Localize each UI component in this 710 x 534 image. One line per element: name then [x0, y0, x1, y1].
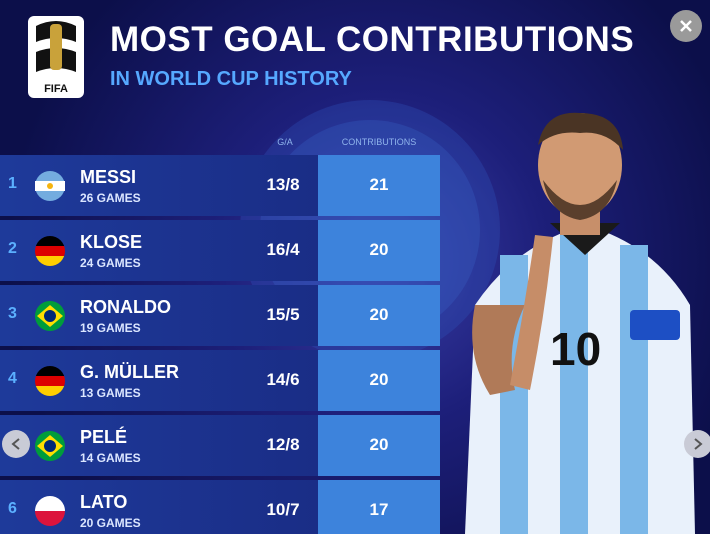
- flag: [35, 171, 65, 201]
- table-row: 2 KLOSE 24 GAMES 16/4 20: [0, 220, 440, 281]
- player-name: RONALDO: [80, 297, 171, 317]
- player-name: G. MÜLLER: [80, 362, 179, 382]
- contribution-cell: [318, 350, 440, 411]
- games: 14 GAMES: [80, 451, 141, 465]
- player-name: LATO: [80, 492, 128, 512]
- goals-assists: 15/5: [266, 305, 300, 324]
- next-button[interactable]: [684, 430, 710, 458]
- player-name: MESSI: [80, 167, 137, 187]
- flag: [35, 366, 65, 396]
- table-row: 3 RONALDO 19 GAMES 15/5 20: [0, 285, 440, 346]
- flag: [35, 431, 65, 461]
- contributions: 20: [369, 370, 389, 389]
- close-icon: [680, 20, 692, 32]
- contribution-cell: [318, 480, 440, 534]
- rank: 6: [8, 500, 17, 517]
- rank: 1: [8, 175, 17, 192]
- logo-graphic: [36, 21, 76, 72]
- games: 19 GAMES: [80, 321, 141, 335]
- games: 26 GAMES: [80, 191, 141, 205]
- goals-assists: 10/7: [266, 500, 300, 519]
- contributions: 21: [369, 175, 389, 194]
- contribution-cell: [318, 285, 440, 346]
- logo: FIFA: [28, 16, 84, 98]
- goals-assists: 12/8: [266, 435, 300, 454]
- rank: 2: [8, 240, 17, 257]
- games: 24 GAMES: [80, 256, 141, 270]
- rank: 4: [8, 370, 17, 387]
- flag: [35, 236, 65, 266]
- logo-text: FIFA: [44, 83, 68, 95]
- chevron-left: [11, 438, 20, 450]
- contribution-cell: [318, 415, 440, 476]
- games: 20 GAMES: [80, 516, 141, 530]
- contributions: 20: [369, 240, 389, 259]
- subtitle: IN WORLD CUP HISTORY: [110, 68, 352, 90]
- table-row: 4 G. MÜLLER 13 GAMES 14/6 20: [0, 350, 440, 411]
- player-name: KLOSE: [80, 232, 143, 252]
- player-photo: 10: [465, 112, 695, 534]
- table-row: 1 MESSI 26 GAMES 13/8 21: [0, 155, 440, 216]
- table-row: 6 LATO 20 GAMES 10/7 17: [0, 480, 440, 534]
- goals-assists: 14/6: [266, 370, 300, 389]
- contributions: 20: [369, 305, 389, 324]
- title: MOST GOAL CONTRIBUTIONS: [110, 20, 635, 59]
- contributions: 20: [369, 435, 389, 454]
- contribution-cell: [318, 220, 440, 281]
- chevron-right: [694, 438, 703, 450]
- previous-button[interactable]: [2, 430, 30, 458]
- games: 13 GAMES: [80, 386, 141, 400]
- column-header: CONTRIBUTIONS: [341, 137, 417, 147]
- close-button[interactable]: [670, 10, 702, 42]
- shirt-number: 10: [550, 323, 601, 375]
- player-name: PELÉ: [80, 427, 128, 447]
- contributions: 17: [369, 500, 389, 519]
- column-header: G/A: [277, 137, 293, 147]
- flag: [35, 496, 65, 526]
- contribution-cell: [318, 155, 440, 216]
- flag: [35, 301, 65, 331]
- rank: 3: [8, 305, 17, 322]
- goals-assists: 16/4: [266, 240, 300, 259]
- goals-assists: 13/8: [266, 175, 300, 194]
